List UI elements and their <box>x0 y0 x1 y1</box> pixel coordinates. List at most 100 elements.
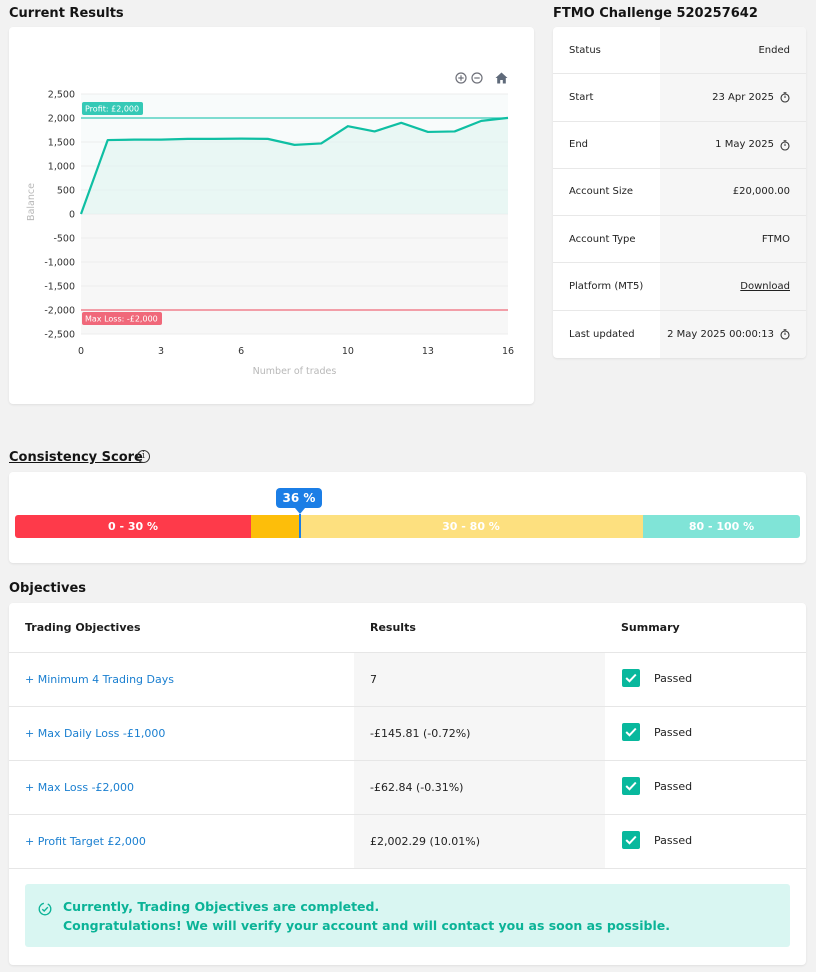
clock-icon <box>780 329 790 340</box>
objective-name-link[interactable]: + Max Daily Loss -£1,000 <box>25 727 166 740</box>
objectives-title: Objectives <box>9 581 87 596</box>
zoom-in-icon[interactable] <box>455 72 467 87</box>
checkbox-checked-icon <box>622 777 640 795</box>
objectives-header: Trading Objectives Results Summary <box>9 603 806 653</box>
objective-row: + Minimum 4 Trading Days 7 Passed <box>9 653 806 707</box>
objective-status: Passed <box>654 671 693 685</box>
x-tick-label: 0 <box>78 346 84 357</box>
info-row: Account Type FTMO <box>553 216 806 264</box>
info-label: Start <box>569 91 594 103</box>
home-icon[interactable] <box>495 72 508 87</box>
score-pointer-line <box>299 514 301 538</box>
consistency-title[interactable]: Consistency Score <box>9 450 143 465</box>
checkbox-checked-icon <box>622 831 640 849</box>
objective-result-text: -£145.81 (-0.72%) <box>370 727 471 740</box>
objective-result-text: -£62.84 (-0.31%) <box>370 781 464 794</box>
info-value-text: FTMO <box>761 233 790 245</box>
header-objectives: Trading Objectives <box>25 621 141 634</box>
challenge-info-card: Status Ended Start 23 Apr 2025 End 1 May 2025… <box>553 27 806 358</box>
segment-score-fill <box>251 515 299 538</box>
segment-low: 0 - 30 % <box>15 515 251 538</box>
y-tick-label: 0 <box>69 210 75 221</box>
clock-icon <box>780 92 790 103</box>
objective-summary: Passed <box>622 723 692 741</box>
y-tick-label: 1,500 <box>48 138 75 149</box>
x-tick-label: 16 <box>502 346 514 357</box>
y-tick-label: 500 <box>57 186 75 197</box>
header-summary: Summary <box>621 621 680 634</box>
y-tick-label: 1,000 <box>48 162 75 173</box>
objective-status: Passed <box>654 779 693 793</box>
objective-summary: Passed <box>622 777 692 795</box>
x-tick-label: 6 <box>238 346 244 357</box>
y-tick-label: -2,000 <box>44 306 75 317</box>
profit-label: Profit: £2,000 <box>85 105 139 114</box>
segment-mid: 30 - 80 % <box>299 515 643 538</box>
header-results: Results <box>370 621 416 634</box>
zoom-out-icon[interactable] <box>471 72 483 87</box>
objective-result-text: 7 <box>370 673 377 686</box>
info-row: Platform (MT5) Download <box>553 263 806 311</box>
info-value-text: £20,000.00 <box>732 186 790 198</box>
banner-line-1: Currently, Trading Objectives are comple… <box>63 899 380 914</box>
info-value: FTMO <box>660 216 806 263</box>
checkbox-checked-icon <box>622 669 640 687</box>
objective-status: Passed <box>654 725 693 739</box>
info-row: End 1 May 2025 <box>553 121 806 169</box>
objective-summary: Passed <box>622 831 692 849</box>
success-banner: Currently, Trading Objectives are comple… <box>25 884 790 947</box>
segment-high: 80 - 100 % <box>643 515 800 538</box>
balance-chart: 2,500 2,000 1,500 1,000 500 0 -500 -1,000 -1,500… <box>26 90 514 378</box>
y-tick-label: -500 <box>53 234 75 245</box>
download-link[interactable]: Download <box>740 281 790 293</box>
info-value: £20,000.00 <box>660 168 806 216</box>
info-value: Download <box>660 263 806 310</box>
balance-area <box>81 117 508 214</box>
objective-result: 7 <box>354 653 605 706</box>
y-tick-label: -1,500 <box>44 282 75 293</box>
objective-row: + Max Daily Loss -£1,000 -£145.81 (-0.72%… <box>9 707 806 761</box>
segment-high-label: 80 - 100 % <box>688 520 755 533</box>
objective-status: Passed <box>654 833 693 847</box>
info-icon[interactable]: i <box>137 450 150 463</box>
info-row: Account Size £20,000.00 <box>553 168 806 217</box>
info-label: Account Type <box>569 233 636 245</box>
info-value: 2 May 2025 00:00:13 <box>660 310 806 358</box>
info-value-text: 23 Apr 2025 <box>712 91 774 103</box>
banner-line-2: Congratulations! We will verify your acc… <box>63 918 670 933</box>
x-axis-title: Number of trades <box>253 366 337 377</box>
clock-icon <box>780 139 790 151</box>
info-value: 1 May 2025 <box>660 121 806 168</box>
objective-name-link[interactable]: + Max Loss -£2,000 <box>25 781 135 794</box>
objectives-card: Trading Objectives Results Summary + Min… <box>9 603 806 965</box>
x-tick-label: 13 <box>422 346 434 357</box>
objective-result: £2,002.29 (10.01%) <box>354 815 605 868</box>
y-tick-label: -1,000 <box>44 258 75 269</box>
check-circle-icon <box>38 901 52 920</box>
objective-result-text: £2,002.29 (10.01%) <box>370 835 481 848</box>
info-value: 23 Apr 2025 <box>660 74 806 121</box>
score-badge: 36 % <box>276 488 322 508</box>
objective-summary: Passed <box>622 669 692 687</box>
challenge-title: FTMO Challenge 520257642 <box>553 6 758 21</box>
objective-name-link[interactable]: + Profit Target £2,000 <box>25 835 146 848</box>
info-label: Account Size <box>569 186 634 198</box>
results-title: Current Results <box>9 6 124 21</box>
consistency-card: 0 - 30 % 30 - 80 % 80 - 100 % 36 % <box>9 472 806 563</box>
objective-result: -£62.84 (-0.31%) <box>354 761 605 814</box>
y-tick-label: 2,000 <box>48 114 75 125</box>
profit-label-bg <box>82 102 143 115</box>
loss-label: Max Loss: -£2,000 <box>85 315 158 324</box>
info-value-text: 2 May 2025 00:00:13 <box>667 328 774 340</box>
x-tick-label: 10 <box>342 346 354 357</box>
info-label: Platform (MT5) <box>569 281 644 293</box>
y-tick-label: -2,500 <box>44 330 75 341</box>
results-chart-card: 2,500 2,000 1,500 1,000 500 0 -500 -1,000 -1,500… <box>9 27 534 404</box>
segment-low-label: 0 - 30 % <box>107 520 159 533</box>
info-row: Status Ended <box>553 27 806 75</box>
info-row: Start 23 Apr 2025 <box>553 74 806 122</box>
objective-result: -£145.81 (-0.72%) <box>354 707 605 760</box>
score-pointer-arrow <box>295 508 305 514</box>
objective-name-link[interactable]: + Minimum 4 Trading Days <box>25 673 174 686</box>
info-label: End <box>569 139 589 151</box>
